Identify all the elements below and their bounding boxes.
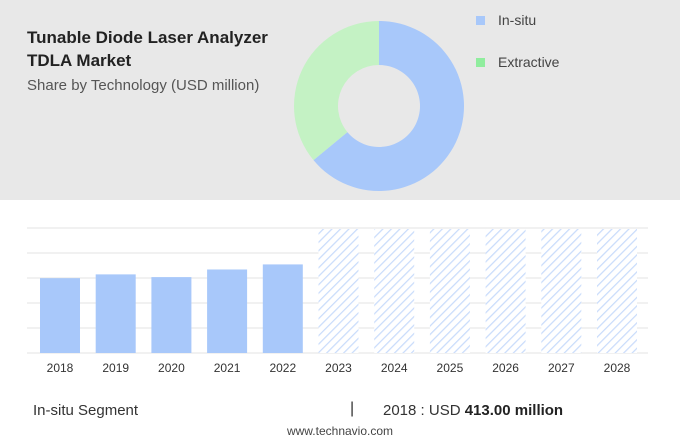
- donut-chart: [294, 21, 464, 191]
- bar-2022: [262, 264, 303, 353]
- donut-slice-extractive: [294, 21, 379, 161]
- x-tick-label-2018: 2018: [47, 361, 74, 375]
- footer-separator: |: [350, 400, 355, 417]
- footer-url: www.technavio.com: [286, 424, 394, 438]
- forecast-bar-2026: [485, 229, 526, 353]
- legend-swatch-extractive: [476, 57, 485, 67]
- forecast-bar-2023: [318, 229, 359, 353]
- forecast-bar-2028: [597, 229, 637, 353]
- x-tick-label-2025: 2025: [437, 361, 464, 375]
- forecast-bar-2024: [374, 229, 415, 353]
- chart-subtitle: Share by Technology (USD million): [27, 77, 260, 94]
- x-tick-label-2022: 2022: [269, 361, 296, 375]
- legend-label-in-situ: In-situ: [498, 12, 537, 28]
- x-tick-label-2027: 2027: [548, 361, 575, 375]
- footer-value-amount: 413.00 million: [464, 402, 564, 419]
- bar-2018: [40, 278, 80, 353]
- x-tick-label-2021: 2021: [214, 361, 241, 375]
- legend-swatch-in-situ: [476, 15, 485, 25]
- bar-2020: [151, 277, 192, 353]
- footer-value: 2018 : USD 413.00 million: [383, 402, 563, 419]
- x-tick-label-2019: 2019: [102, 361, 129, 375]
- footer-value-prefix: 2018 : USD: [383, 402, 461, 419]
- x-tick-label-2026: 2026: [492, 361, 519, 375]
- x-tick-label-2020: 2020: [158, 361, 185, 375]
- chart-title: Tunable Diode Laser Analyzer TDLA Market: [27, 28, 268, 70]
- forecast-bar-2027: [541, 229, 582, 353]
- x-tick-label-2023: 2023: [325, 361, 352, 375]
- bar-2019: [95, 274, 136, 353]
- legend-item-extractive: Extractive: [476, 54, 559, 70]
- donut-slice-in-situ: [313, 21, 464, 191]
- forecast-bar-2025: [429, 229, 470, 353]
- legend-label-extractive: Extractive: [498, 54, 560, 70]
- footer-segment: In-situ Segment: [33, 402, 139, 419]
- bar-2021: [207, 269, 248, 353]
- legend-item-in-situ: In-situ: [476, 12, 536, 28]
- x-tick-label-2024: 2024: [381, 361, 408, 375]
- x-tick-label-2028: 2028: [604, 361, 631, 375]
